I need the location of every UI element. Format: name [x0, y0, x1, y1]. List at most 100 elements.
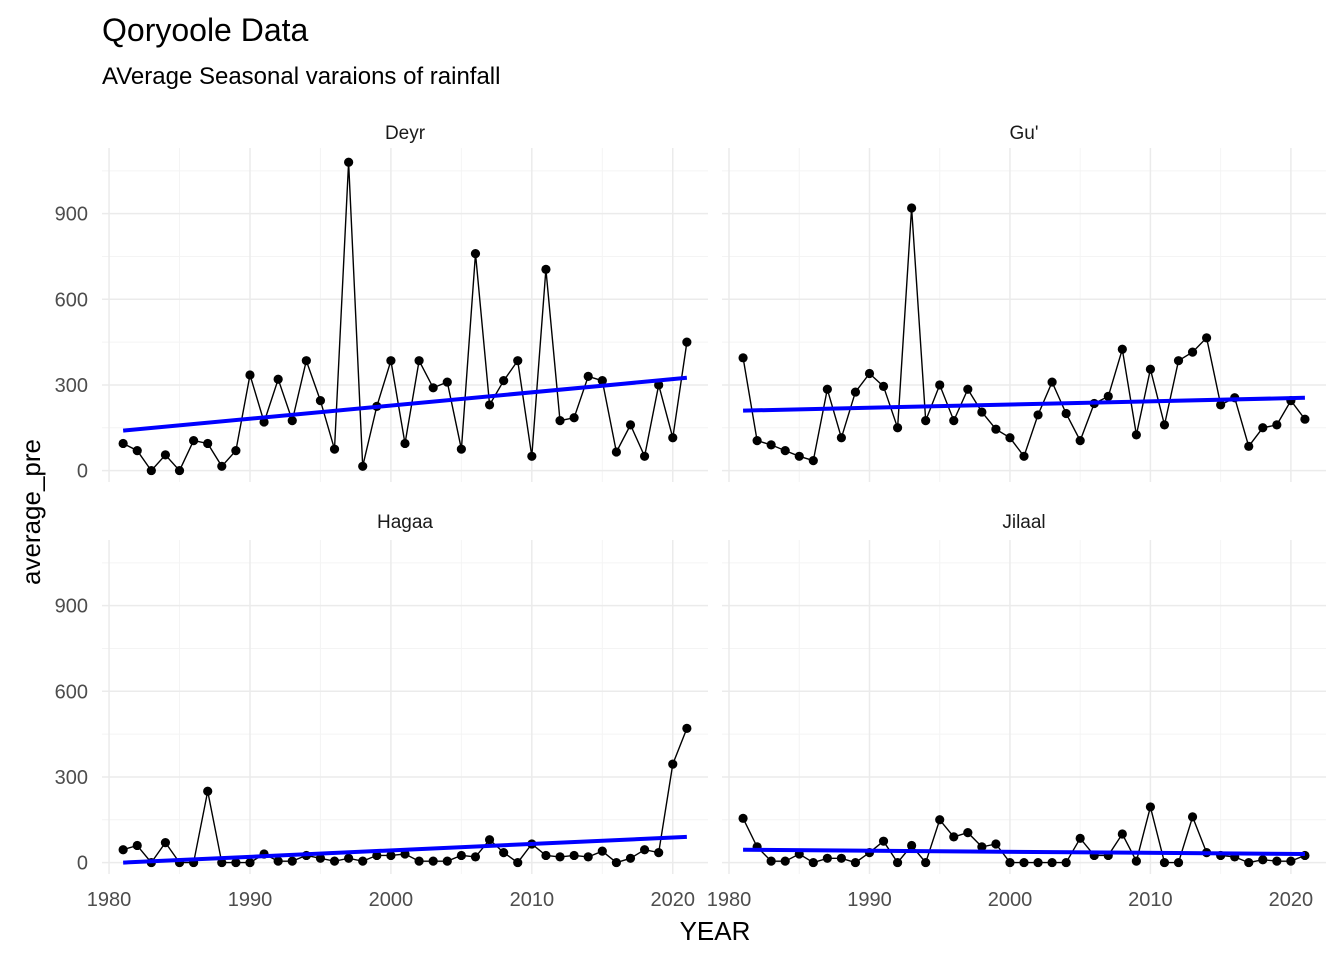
data-point — [1075, 833, 1085, 843]
data-point — [892, 423, 903, 433]
data-point — [456, 444, 466, 454]
data-point — [231, 445, 241, 456]
data-point — [907, 840, 917, 851]
data-point — [752, 436, 762, 446]
trend-line — [122, 375, 688, 433]
data-point — [1033, 410, 1043, 420]
panel-label: Deyr — [385, 123, 426, 144]
data-point — [1159, 420, 1170, 430]
data-point — [146, 465, 156, 476]
data-point — [668, 433, 678, 443]
data-point — [414, 356, 424, 366]
data-point — [442, 856, 452, 866]
data-point — [513, 356, 523, 366]
y-tick-label: 600 — [55, 681, 88, 703]
data-point — [1244, 441, 1254, 451]
data-point — [864, 368, 875, 379]
x-tick-label: 2010 — [1128, 889, 1173, 911]
data-point — [1117, 829, 1127, 839]
data-point — [358, 461, 368, 471]
data-point — [963, 828, 973, 838]
data-point — [654, 847, 664, 858]
data-point — [1117, 344, 1127, 354]
data-point — [921, 857, 931, 868]
data-point — [484, 400, 495, 410]
data-point — [1216, 400, 1226, 410]
data-point — [499, 376, 509, 386]
data-point — [160, 450, 171, 460]
data-point — [611, 447, 621, 457]
data-point — [611, 857, 621, 868]
data-point — [259, 417, 269, 427]
x-tick-label: 2020 — [1269, 889, 1314, 911]
data-point — [1047, 377, 1057, 387]
data-point — [1244, 857, 1254, 868]
y-axis-title: average_pre — [16, 439, 46, 585]
data-point — [991, 839, 1001, 849]
data-point — [499, 847, 509, 858]
data-point — [878, 381, 889, 391]
data-point — [160, 837, 171, 848]
data-point — [1131, 856, 1141, 866]
data-point — [766, 856, 776, 866]
data-point — [991, 424, 1001, 434]
x-tick-label: 1990 — [228, 889, 273, 911]
x-tick-label: 1990 — [847, 889, 892, 911]
data-point — [1202, 333, 1212, 343]
data-point — [780, 856, 790, 866]
data-point — [203, 438, 213, 449]
data-point — [1019, 857, 1029, 868]
data-point — [1061, 408, 1071, 419]
data-point — [484, 835, 495, 845]
data-point — [1159, 857, 1170, 868]
data-point — [555, 416, 565, 426]
data-point — [963, 384, 973, 394]
data-point — [1005, 857, 1015, 868]
data-point — [428, 856, 438, 866]
data-point — [245, 370, 255, 380]
data-point — [892, 857, 903, 868]
data-point — [428, 383, 438, 393]
data-point — [738, 353, 748, 363]
data-point — [639, 451, 650, 461]
data-point — [766, 440, 776, 450]
data-point — [132, 840, 142, 851]
data-point — [808, 455, 818, 466]
data-point — [1258, 423, 1268, 433]
data-point — [344, 853, 354, 863]
panel-gu: Gu' — [722, 123, 1326, 482]
x-tick-label: 1980 — [87, 889, 132, 911]
chart-subtitle: AVerage Seasonal varaions of rainfall — [102, 63, 500, 90]
data-point — [1272, 420, 1282, 430]
data-point — [1173, 857, 1184, 868]
data-point — [315, 853, 326, 863]
data-point — [921, 416, 931, 426]
y-tick-label: 0 — [77, 853, 88, 875]
data-point — [245, 857, 255, 868]
data-point — [1061, 857, 1071, 868]
data-point — [808, 857, 818, 868]
data-point — [569, 413, 579, 423]
x-tick-label: 1980 — [707, 889, 752, 911]
data-point — [639, 845, 650, 855]
data-point — [1187, 812, 1198, 822]
data-point — [174, 465, 185, 476]
data-point — [541, 264, 551, 274]
data-point — [527, 451, 537, 461]
data-point — [273, 374, 283, 384]
data-point — [1033, 857, 1043, 868]
panel-label: Jilaal — [1002, 512, 1045, 533]
data-point — [1047, 857, 1057, 868]
data-point — [555, 852, 565, 862]
x-tick-label: 2020 — [651, 889, 696, 911]
y-tick-label: 900 — [55, 204, 88, 226]
data-point — [217, 857, 227, 868]
data-point — [850, 857, 861, 868]
data-point — [836, 853, 846, 863]
x-tick-label: 2000 — [369, 889, 414, 911]
data-point — [1131, 430, 1141, 440]
data-point — [1075, 436, 1085, 446]
data-point — [878, 836, 889, 846]
x-axis-title: YEAR — [680, 916, 751, 946]
data-point — [822, 853, 832, 863]
